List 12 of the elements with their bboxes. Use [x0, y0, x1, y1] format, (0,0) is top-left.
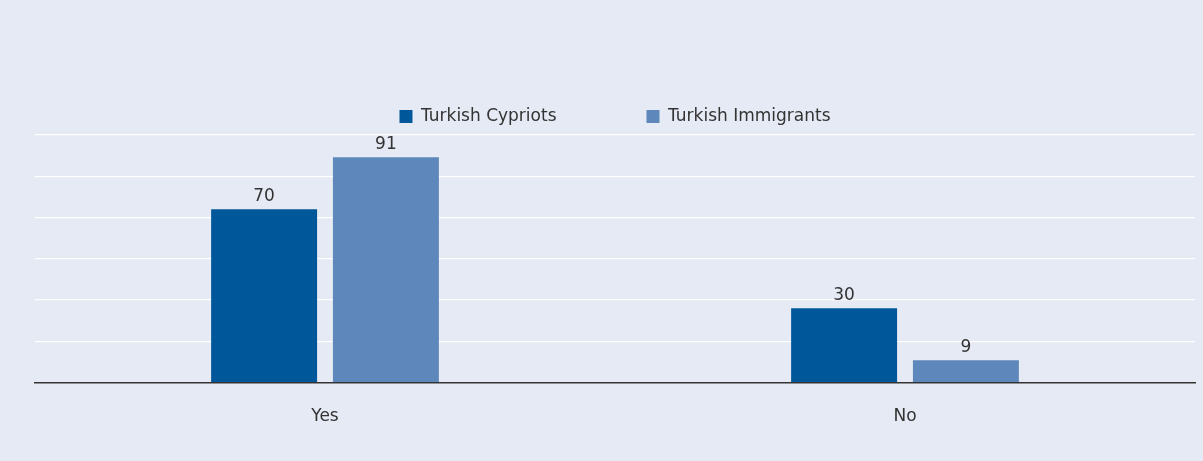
data-label: 70: [253, 185, 275, 206]
bar: [912, 360, 1019, 382]
legend-label: Turkish Immigrants: [667, 104, 831, 125]
data-label: 91: [375, 133, 397, 154]
data-label: 30: [833, 284, 855, 305]
legend-label: Turkish Cypriots: [419, 104, 557, 125]
bar: [332, 157, 439, 382]
bar: [211, 209, 318, 382]
x-tick-label: Yes: [310, 405, 339, 426]
x-tick-label: No: [893, 405, 917, 426]
data-label: 9: [960, 336, 972, 357]
bar: [791, 308, 898, 382]
